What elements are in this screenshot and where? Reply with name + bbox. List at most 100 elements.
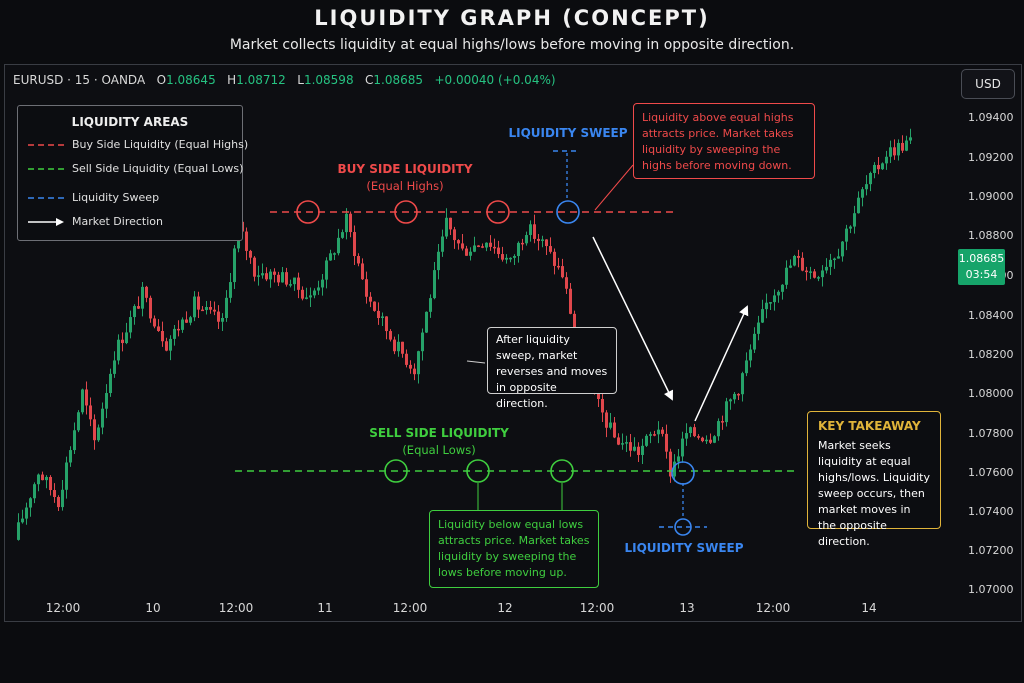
candle-body — [821, 270, 824, 278]
candle-body — [849, 226, 852, 229]
candle-body — [797, 256, 800, 258]
buy-side-title: BUY SIDE LIQUIDITY — [337, 162, 473, 176]
candle-body — [833, 258, 836, 261]
candle-body — [181, 319, 184, 330]
candle-body — [529, 224, 532, 236]
buy-side-label: BUY SIDE LIQUIDITY (Equal Highs) — [325, 161, 485, 195]
candle-body — [457, 240, 460, 244]
sell-side-label: SELL SIDE LIQUIDITY (Equal Lows) — [369, 425, 509, 459]
candle-body — [261, 273, 264, 276]
arrow-right-icon — [28, 218, 64, 226]
x-tick-label: 12:00 — [392, 601, 428, 615]
candle-body — [313, 290, 316, 296]
candle-body — [845, 228, 848, 242]
candle-body — [473, 245, 476, 252]
candle-body — [137, 306, 140, 309]
candle-body — [325, 260, 328, 280]
candle-body — [69, 450, 72, 463]
candle-body — [273, 271, 276, 275]
chart-panel[interactable]: EURUSD · 15 · OANDA O1.08645 H1.08712 L1… — [4, 64, 1022, 622]
candle-body — [213, 309, 216, 312]
candle-body — [769, 302, 772, 304]
equal-high-marker — [394, 200, 418, 224]
candle-body — [145, 286, 148, 298]
low-value: 1.08598 — [303, 73, 354, 87]
candle-body — [901, 142, 904, 151]
dashed-blue-line-icon — [28, 197, 64, 199]
x-tick-label: 14 — [861, 601, 877, 615]
ohlc-readout: EURUSD · 15 · OANDA O1.08645 H1.08712 L1… — [13, 73, 556, 87]
open-value: 1.08645 — [166, 73, 216, 87]
change-value: +0.00040 (+0.04%) — [434, 73, 556, 87]
legend-label: Liquidity Sweep — [72, 191, 160, 204]
candle-body — [21, 518, 24, 523]
candle-body — [73, 430, 76, 451]
candle-body — [617, 437, 620, 445]
candle-body — [49, 476, 52, 491]
candle-body — [597, 393, 600, 399]
mid-note-pointer — [466, 360, 486, 364]
legend-box: LIQUIDITY AREAS Buy Side Liquidity (Equa… — [17, 105, 248, 241]
candle-body — [121, 339, 124, 344]
x-tick-label: 12:00 — [45, 601, 81, 615]
candle-body — [757, 322, 760, 334]
y-tick-label: 1.07800 — [968, 427, 1014, 440]
candle-body — [29, 498, 32, 508]
candle-body — [777, 291, 780, 296]
candle-body — [205, 307, 208, 311]
key-takeaway-box: KEY TAKEAWAY Market seeks liquidity at e… — [807, 411, 941, 548]
sell-side-subtitle: (Equal Lows) — [402, 443, 476, 457]
page-subtitle: Market collects liquidity at equal highs… — [229, 37, 795, 53]
candle-body — [333, 253, 336, 255]
x-tick-label: 13 — [679, 601, 695, 615]
y-tick-label: 1.09200 — [968, 151, 1014, 164]
candle-body — [609, 422, 612, 428]
legend-item: Market Direction — [28, 215, 163, 228]
sell-side-title: SELL SIDE LIQUIDITY — [369, 426, 509, 440]
candle-body — [141, 286, 144, 309]
takeaway-text: Market seeks liquidity at equal highs/lo… — [818, 439, 930, 548]
candle-body — [125, 332, 128, 344]
candle-body — [665, 433, 668, 452]
mid-note-box: After liquidity sweep, market reverses a… — [487, 327, 617, 410]
candle-body — [81, 389, 84, 413]
currency-button[interactable]: USD — [961, 69, 1015, 99]
candle-body — [445, 217, 448, 237]
equal-low-marker — [384, 459, 408, 483]
candle-body — [661, 429, 664, 434]
candle-body — [277, 274, 280, 283]
candle-body — [197, 296, 200, 310]
candle-body — [365, 279, 368, 297]
candle-body — [569, 288, 572, 314]
candle-body — [637, 446, 640, 455]
candle-body — [749, 349, 752, 361]
candle-body — [309, 295, 312, 298]
open-label: O — [156, 73, 167, 87]
candle-body — [873, 164, 876, 174]
candle-body — [525, 235, 528, 244]
candle-body — [861, 189, 864, 198]
candle-body — [413, 368, 416, 375]
candle-body — [289, 284, 292, 286]
candle-body — [909, 137, 912, 141]
candle-body — [837, 256, 840, 259]
candle-body — [257, 275, 260, 277]
candle-body — [161, 330, 164, 342]
candle-body — [725, 401, 728, 423]
candle-body — [329, 253, 332, 261]
candle-body — [857, 197, 860, 214]
candle-body — [389, 331, 392, 340]
candle-body — [321, 279, 324, 288]
candle-body — [897, 142, 900, 156]
sweep-bottom-label: LIQUIDITY SWEEP — [624, 541, 744, 555]
candle-body — [53, 490, 56, 498]
x-tick-label: 11 — [317, 601, 333, 615]
candle-body — [105, 393, 108, 409]
candle-body — [245, 231, 248, 251]
page-title: LIQUIDITY GRAPH (CONCEPT) — [314, 6, 710, 30]
candle-body — [345, 213, 348, 233]
equal-low-marker — [550, 459, 574, 483]
candle-body — [509, 257, 512, 260]
candle-body — [381, 316, 384, 319]
candle-body — [829, 259, 832, 267]
